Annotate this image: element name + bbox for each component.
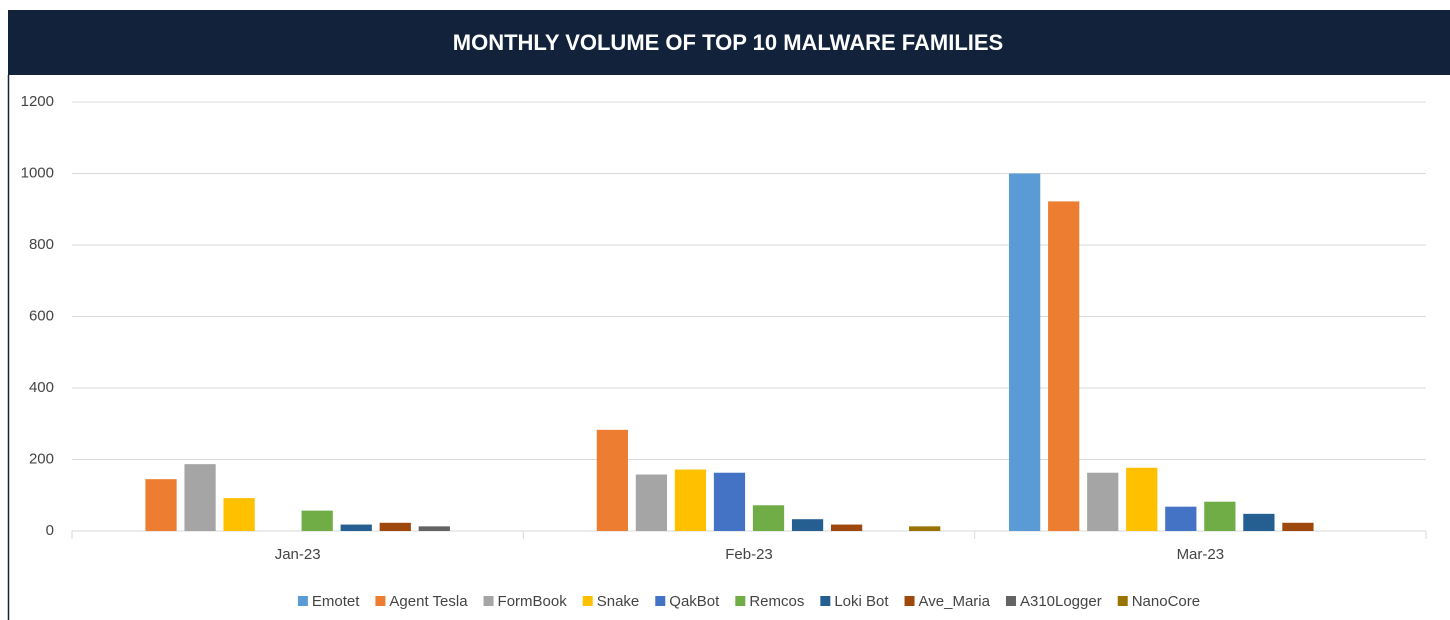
- legend-swatch: [904, 596, 915, 606]
- legend-label: Agent Tesla: [389, 593, 468, 610]
- bar: [145, 479, 177, 531]
- legend-swatch: [297, 596, 308, 606]
- y-tick-label: 800: [29, 236, 54, 253]
- bar: [830, 524, 863, 531]
- y-tick-label: 400: [29, 379, 54, 396]
- legend-label: Snake: [597, 593, 640, 610]
- legend-swatch: [655, 596, 666, 606]
- bar: [223, 498, 255, 531]
- legend-label: Emotet: [312, 593, 360, 610]
- y-tick-label: 0: [46, 522, 54, 539]
- bar: [752, 505, 785, 531]
- bar: [1165, 506, 1197, 531]
- bar: [1204, 501, 1236, 531]
- bar: [791, 519, 824, 531]
- bar: [301, 510, 333, 531]
- y-tick-label: 1000: [21, 164, 54, 181]
- x-tick-label: Mar-23: [1177, 546, 1225, 563]
- bar: [713, 472, 746, 531]
- legend-label: NanoCore: [1132, 593, 1200, 610]
- y-tick-label: 600: [29, 307, 54, 324]
- bar: [596, 429, 628, 531]
- chart-title: MONTHLY VOLUME OF TOP 10 MALWARE FAMILIE…: [453, 30, 1003, 55]
- x-tick-label: Feb-23: [725, 546, 773, 563]
- legend-label: Loki Bot: [834, 593, 889, 610]
- bar: [1282, 522, 1314, 531]
- x-tick-label: Jan-23: [275, 546, 321, 563]
- y-tick-label: 1200: [21, 93, 54, 110]
- bar: [1243, 513, 1275, 531]
- legend-swatch: [1005, 596, 1016, 606]
- legend-swatch: [582, 596, 593, 606]
- bar: [379, 522, 411, 531]
- bar: [1048, 201, 1080, 531]
- legend-label: FormBook: [498, 593, 568, 610]
- legend-swatch: [483, 596, 494, 606]
- bar: [1087, 472, 1119, 531]
- legend-swatch: [375, 596, 386, 606]
- legend-swatch: [1117, 596, 1128, 606]
- legend-label: Remcos: [749, 593, 804, 610]
- bar: [1126, 467, 1158, 531]
- bar: [340, 524, 372, 531]
- bar: [635, 474, 668, 531]
- y-tick-label: 200: [29, 450, 54, 467]
- legend-label: Ave_Maria: [919, 593, 991, 610]
- bar: [418, 526, 450, 531]
- legend-swatch: [735, 596, 746, 606]
- bar: [909, 526, 941, 531]
- bar: [674, 469, 707, 531]
- legend-label: A310Logger: [1020, 593, 1102, 610]
- bar: [1009, 173, 1041, 531]
- legend-swatch: [820, 596, 831, 606]
- legend-label: QakBot: [669, 593, 720, 610]
- bar: [184, 464, 216, 531]
- title-bar: [8, 10, 1450, 75]
